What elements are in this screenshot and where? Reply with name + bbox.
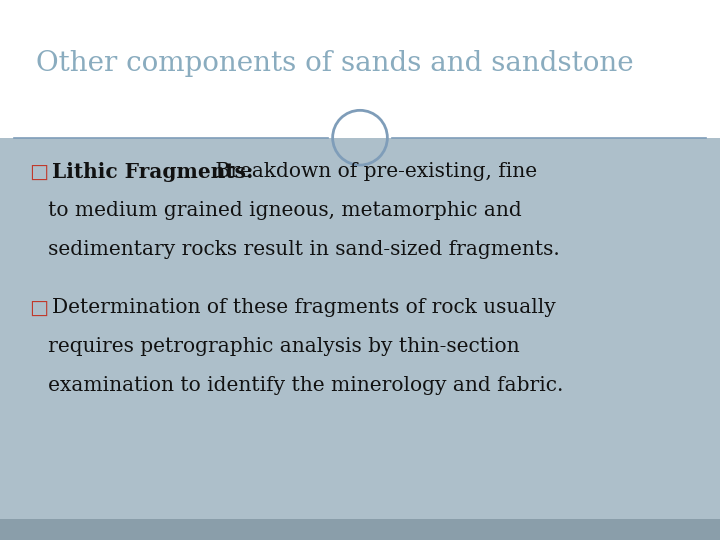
Bar bbox=[0, 519, 720, 540]
Text: sedimentary rocks result in sand-sized fragments.: sedimentary rocks result in sand-sized f… bbox=[29, 240, 559, 259]
Text: Other components of sands and sandstone: Other components of sands and sandstone bbox=[36, 50, 634, 77]
Bar bbox=[0, 138, 720, 519]
Bar bbox=[0, 0, 720, 138]
Text: □: □ bbox=[29, 298, 48, 318]
Text: Determination of these fragments of rock usually: Determination of these fragments of rock… bbox=[52, 298, 556, 317]
Text: requires petrographic analysis by thin-section: requires petrographic analysis by thin-s… bbox=[29, 337, 519, 356]
Text: Lithic Fragments:: Lithic Fragments: bbox=[52, 162, 253, 182]
Text: □: □ bbox=[29, 162, 48, 182]
Text: to medium grained igneous, metamorphic and: to medium grained igneous, metamorphic a… bbox=[29, 201, 521, 220]
Text: examination to identify the minerology and fabric.: examination to identify the minerology a… bbox=[29, 376, 563, 395]
Text: Breakdown of pre-existing, fine: Breakdown of pre-existing, fine bbox=[209, 162, 537, 181]
